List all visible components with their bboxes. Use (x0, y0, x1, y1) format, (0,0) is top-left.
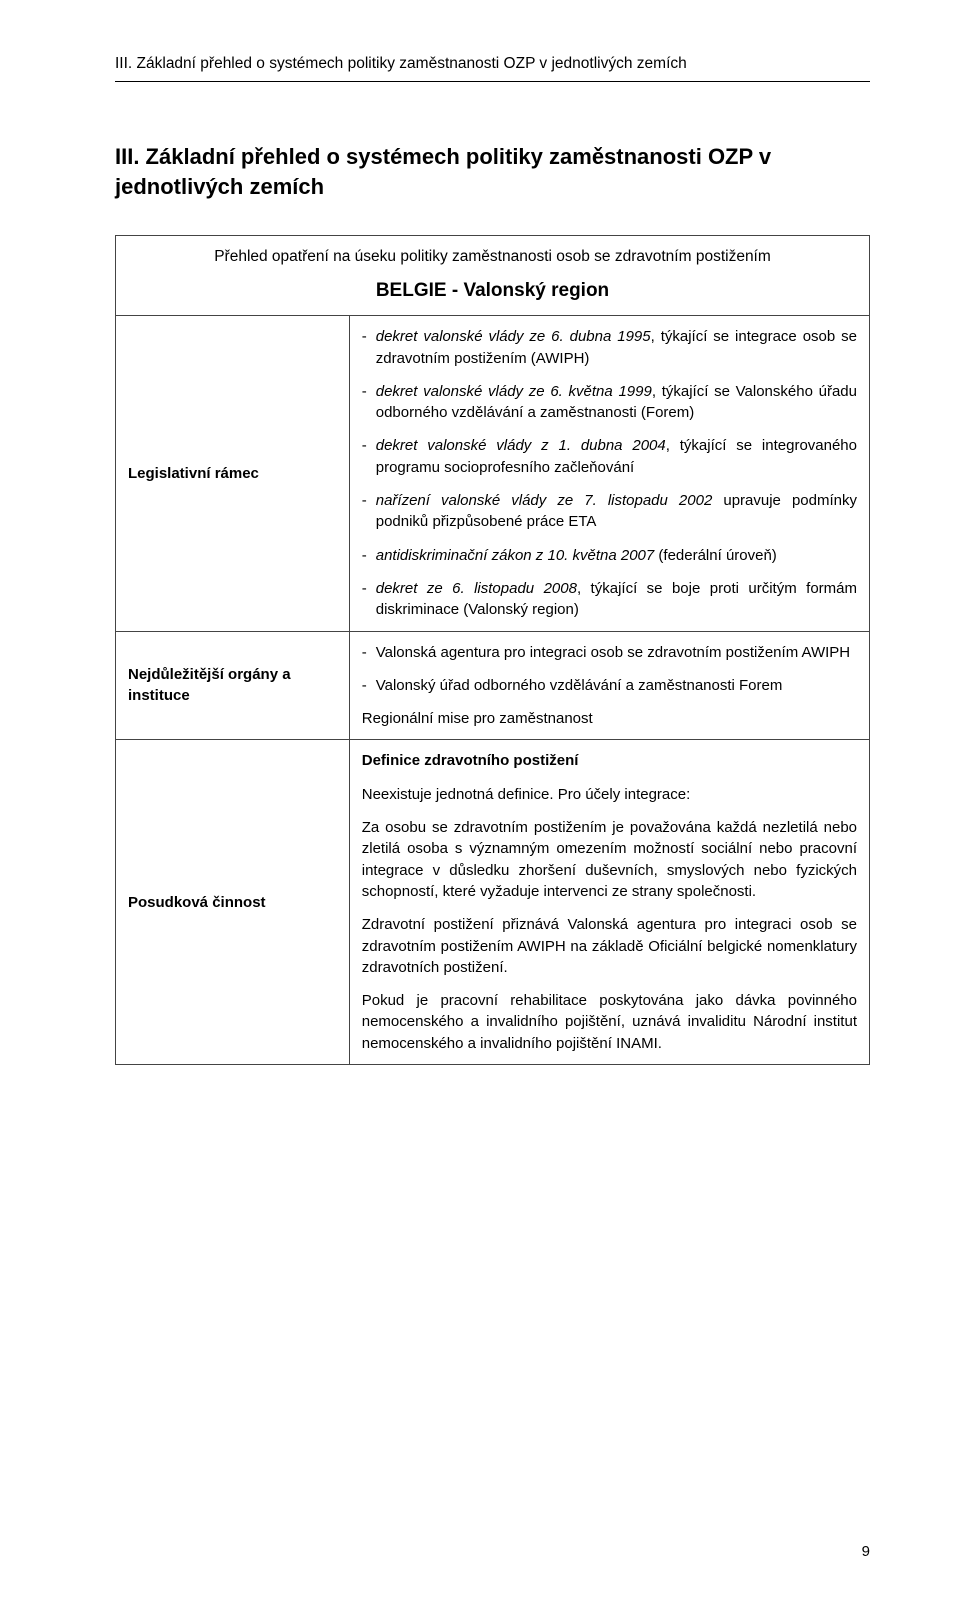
page-number: 9 (862, 1543, 870, 1560)
organs-list: Valonská agentura pro integraci osob se … (362, 642, 857, 697)
table-header-row: Přehled opatření na úseku politiky zaměs… (116, 236, 870, 316)
section-title: III. Základní přehled o systémech politi… (115, 142, 870, 201)
legislation-item: antidiskriminační zákon z 10. května 200… (362, 545, 857, 566)
legislation-item-prefix: nařízení valonské vlády ze 7. listopadu … (376, 492, 713, 509)
legislation-item: dekret valonské vlády ze 6. května 1999,… (362, 381, 857, 424)
running-header: III. Základní přehled o systémech politi… (115, 54, 870, 75)
row-content-assessment: Definice zdravotního postižení Neexistuj… (349, 740, 869, 1065)
row-label-legislation: Legislativní rámec (116, 316, 350, 631)
overview-table: Přehled opatření na úseku politiky zaměs… (115, 235, 870, 1065)
organs-item: Valonská agentura pro integraci osob se … (362, 642, 857, 663)
assessment-p2: Za osobu se zdravotním postižením je pov… (362, 817, 857, 902)
legislation-item-prefix: dekret ze 6. listopadu 2008 (376, 580, 577, 597)
header-rule (115, 81, 870, 82)
row-label-organs: Nejdůležitější orgány a instituce (116, 631, 350, 740)
assessment-p3: Zdravotní postižení přiznává Valonská ag… (362, 914, 857, 978)
legislation-list: dekret valonské vlády ze 6. dubna 1995, … (362, 326, 857, 620)
table-row-assessment: Posudková činnost Definice zdravotního p… (116, 740, 870, 1065)
assessment-p1: Neexistuje jednotná definice. Pro účely … (362, 784, 857, 805)
legislation-item: nařízení valonské vlády ze 7. listopadu … (362, 490, 857, 533)
assessment-heading: Definice zdravotního postižení (362, 750, 857, 771)
legislation-item-prefix: dekret valonské vlády ze 6. dubna 1995 (376, 328, 651, 345)
organs-trailing: Regionální mise pro zaměstnanost (362, 708, 857, 729)
row-content-legislation: dekret valonské vlády ze 6. dubna 1995, … (349, 316, 869, 631)
row-label-assessment: Posudková činnost (116, 740, 350, 1065)
legislation-item-prefix: antidiskriminační zákon z 10. května 200… (376, 547, 655, 564)
table-row-organs: Nejdůležitější orgány a instituce Valons… (116, 631, 870, 740)
table-title-line2: BELGIE - Valonský region (128, 278, 857, 305)
legislation-item-prefix: dekret valonské vlády ze 6. května 1999 (376, 383, 652, 400)
legislation-item-rest: (federální úroveň) (654, 547, 777, 564)
legislation-item: dekret ze 6. listopadu 2008, týkající se… (362, 578, 857, 621)
table-title-line1: Přehled opatření na úseku politiky zaměs… (128, 246, 857, 268)
organs-item: Valonský úřad odborného vzdělávání a zam… (362, 675, 857, 696)
row-content-organs: Valonská agentura pro integraci osob se … (349, 631, 869, 740)
legislation-item-prefix: dekret valonské vlády z 1. dubna 2004 (376, 437, 666, 454)
assessment-p4: Pokud je pracovní rehabilitace poskytová… (362, 990, 857, 1054)
legislation-item: dekret valonské vlády ze 6. dubna 1995, … (362, 326, 857, 369)
table-row-legislation: Legislativní rámec dekret valonské vlády… (116, 316, 870, 631)
legislation-item: dekret valonské vlády z 1. dubna 2004, t… (362, 435, 857, 478)
